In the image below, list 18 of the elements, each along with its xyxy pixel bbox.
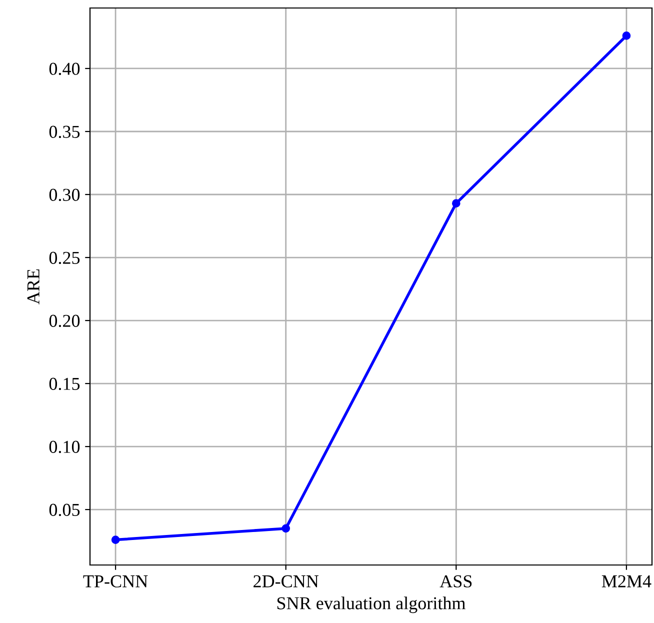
x-tick-label: ASS (440, 575, 472, 588)
x-tick-label: M2M4 (602, 575, 652, 588)
y-tick-label: 0.20 (49, 314, 80, 328)
y-tick-label: 0.15 (49, 378, 80, 390)
y-tick-label: 0.05 (49, 504, 80, 516)
y-tick-label: 0.30 (49, 188, 80, 202)
point (111, 536, 120, 544)
x-tick-label: 2D-CNN (254, 575, 319, 588)
y-tick-label: 0.10 (49, 440, 80, 454)
point (622, 32, 631, 40)
point (282, 524, 290, 533)
x-axis-title: SNR evaluation algorithm (277, 596, 466, 614)
y-tick-label: 0.35 (49, 126, 80, 138)
y-tick-label: 0.25 (49, 252, 80, 264)
x-tick-label: TP-CNN (83, 575, 148, 588)
point (452, 199, 460, 208)
y-tick-label: 0.40 (49, 62, 80, 76)
y-axis-title: ARE (27, 269, 40, 304)
